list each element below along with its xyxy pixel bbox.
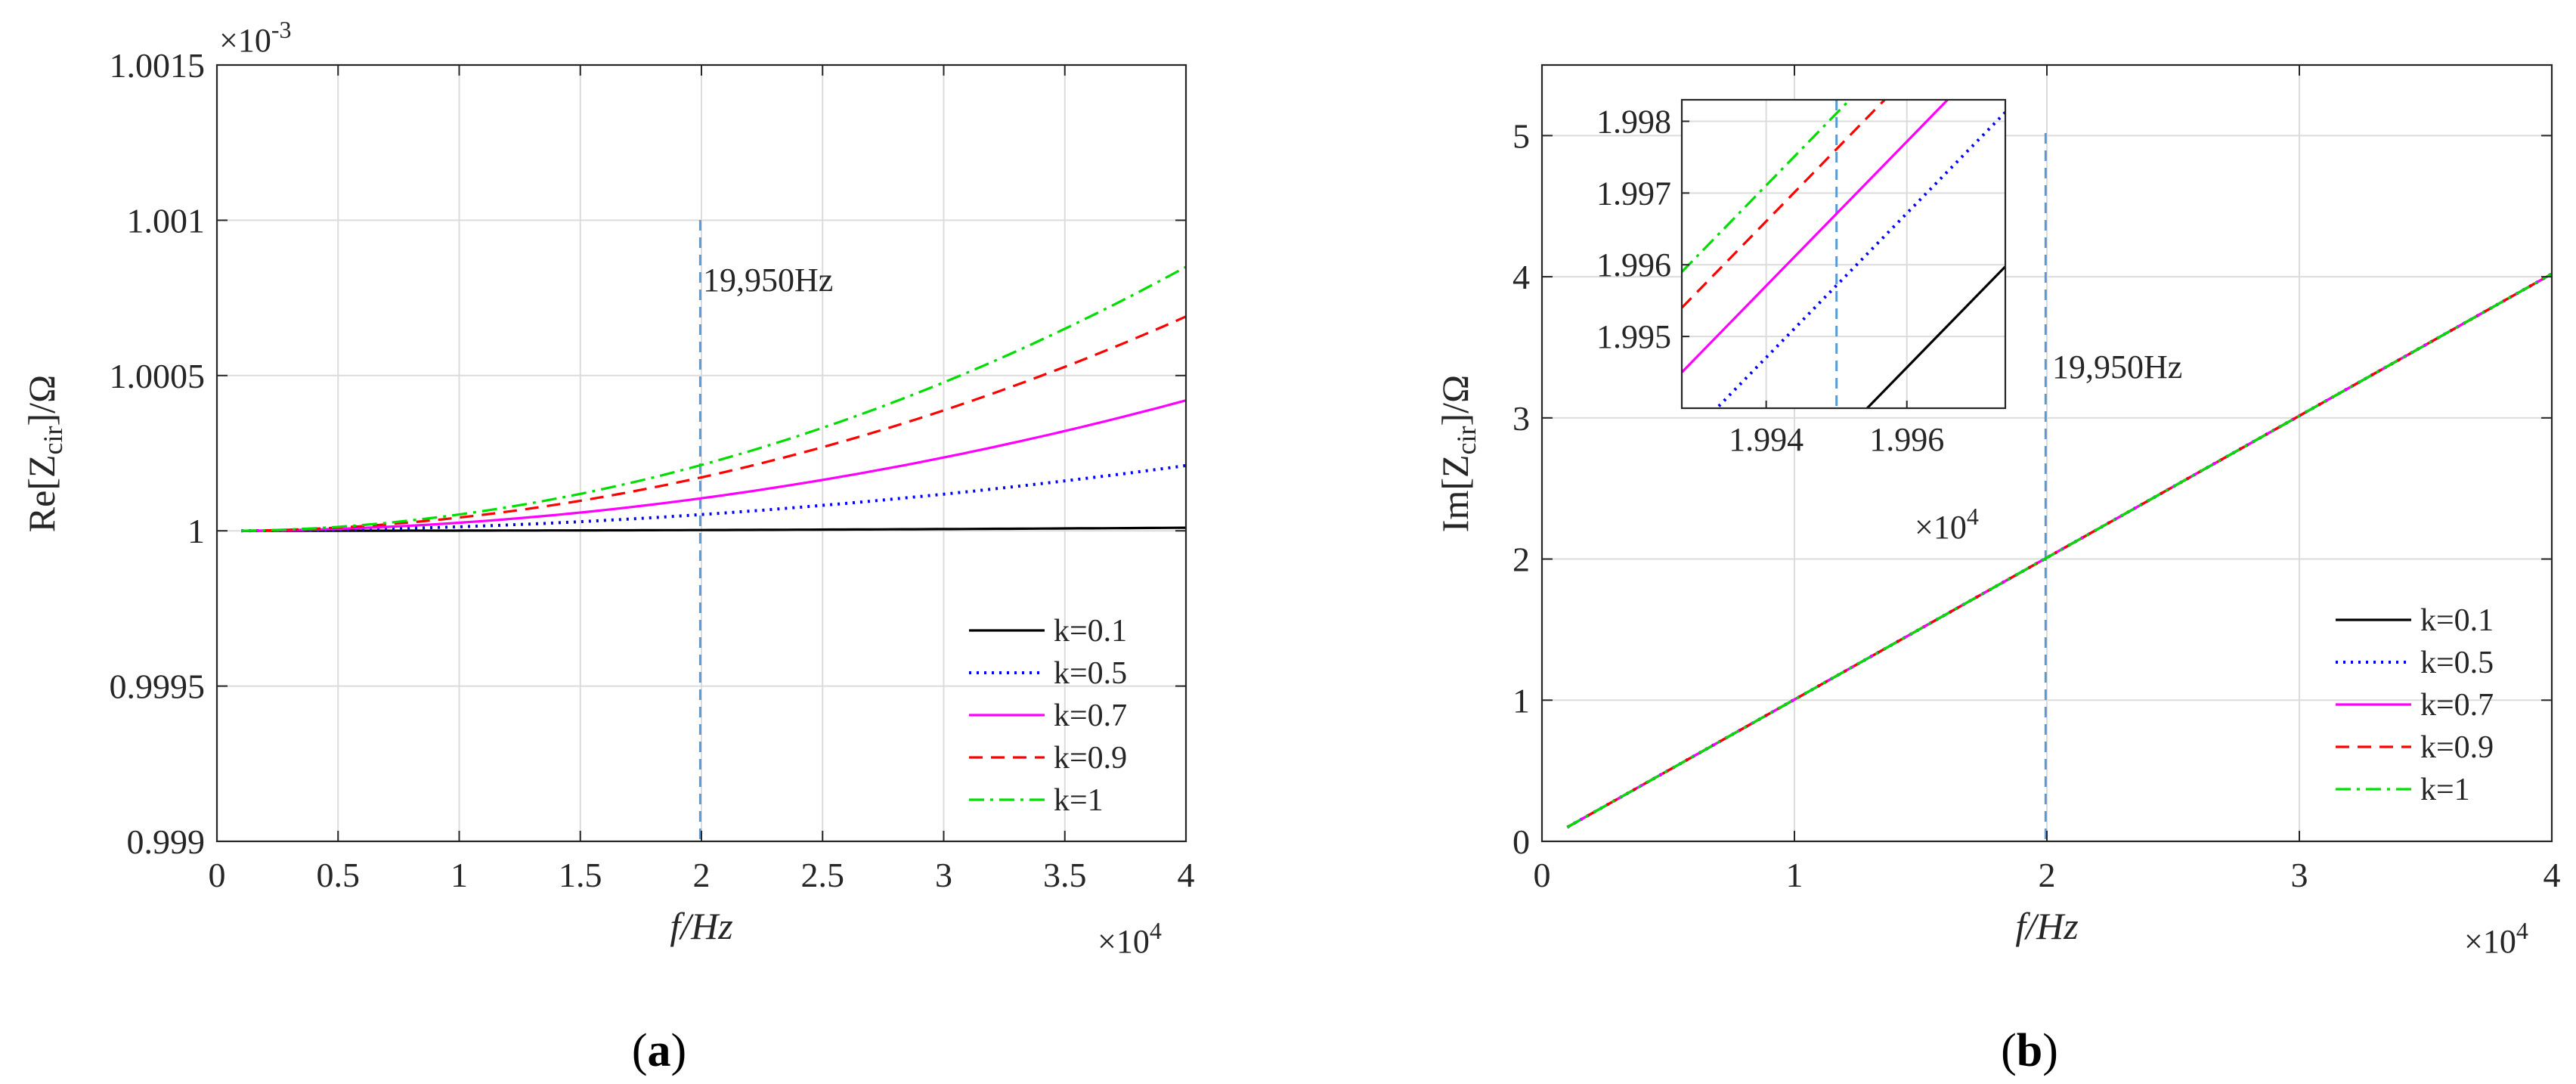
b-ytick-label: 2	[1512, 540, 1530, 579]
b-ytick-label: 3	[1512, 399, 1530, 438]
b-xtick-label: 2	[2039, 856, 2056, 894]
a-series-line	[241, 399, 1187, 532]
panel-b-ticks: 0 1 2 3 4 0 1 2 3 4 5	[1512, 65, 2561, 894]
b-inset-series-line	[1714, 111, 2005, 408]
b-inset-frame	[1680, 98, 2007, 410]
panel-a-x-multiplier: ×104	[1098, 917, 1162, 960]
b-legend-label: k=0.7	[2420, 688, 2494, 723]
panel-a-ylabel: Re[Zcir]/Ω	[20, 375, 68, 532]
a-xtick-label: 0	[209, 856, 226, 894]
b-inset-ytick-label: 1.995	[1596, 318, 1671, 355]
panel-b: 0 1 2 3 4 0 1 2 3 4 5 19,950Hz ×104 f/Hz Im[Zcir]/…	[1434, 63, 2561, 1076]
panel-a-y-multiplier: ×10-3	[219, 16, 291, 59]
b-inset-xtick-label: 1.996	[1869, 421, 1944, 458]
a-xtick-label: 2	[693, 856, 711, 894]
panel-b-x-multiplier: ×104	[2464, 917, 2528, 960]
panel-b-xlabel: f/Hz	[2015, 905, 2078, 947]
a-ytick-label: 1	[187, 512, 205, 550]
panel-a-label: (a)	[632, 1025, 686, 1076]
a-ytick-label: 1.0015	[110, 46, 206, 85]
b-inset-ytick-label: 1.998	[1596, 103, 1671, 140]
a-series-line	[241, 315, 1187, 532]
a-series-line	[241, 526, 1187, 532]
a-xtick-label: 2.5	[801, 856, 845, 894]
panel-a-vline-label: 19,950Hz	[703, 262, 833, 299]
a-series-line	[241, 265, 1187, 532]
b-inset-series	[1682, 100, 2005, 408]
a-legend-label: k=0.7	[1054, 698, 1127, 733]
a-ytick-label: 0.999	[127, 822, 206, 861]
b-legend-label: k=0.5	[2420, 646, 2494, 680]
b-inset-x-multiplier: ×104	[1915, 503, 1979, 546]
b-inset-series-line	[1682, 100, 1887, 309]
a-xtick-label: 3	[935, 856, 952, 894]
a-xtick-label: 0.5	[317, 856, 361, 894]
b-xtick-label: 0	[1534, 856, 1551, 894]
b-inset-series-line	[1682, 100, 1949, 373]
b-inset-ytick-label: 1.997	[1596, 175, 1671, 212]
panel-a-legend: k=0.1 k=0.5 k=0.7 k=0.9 k=1	[969, 614, 1127, 818]
b-series-line	[1566, 272, 2553, 828]
panel-a-ticks: 0 0.5 1 1.5 2 2.5 3 3.5 4 0.999 0.9995 1 1.0005 1.001…	[110, 46, 1195, 894]
b-ytick-label: 4	[1512, 258, 1530, 296]
b-inset-series-line	[1865, 265, 2005, 408]
a-xtick-label: 4	[1178, 856, 1195, 894]
b-legend-label: k=0.9	[2420, 730, 2494, 765]
b-ytick-label: 5	[1512, 116, 1530, 155]
a-legend-label: k=0.1	[1054, 614, 1127, 649]
b-inset-bg	[1682, 100, 2005, 408]
b-xtick-label: 4	[2543, 856, 2561, 894]
b-legend-label: k=1	[2420, 773, 2470, 807]
a-ytick-label: 0.9995	[110, 667, 206, 706]
a-xtick-label: 3.5	[1043, 856, 1087, 894]
panel-b-vline-label: 19,950Hz	[2052, 348, 2182, 386]
b-inset-ytick-label: 1.996	[1596, 246, 1671, 283]
a-xtick-label: 1.5	[559, 856, 602, 894]
panel-b-inset: 1.994 1.996 1.995 1.996 1.997 1.998 ×104	[1596, 98, 2007, 546]
panel-b-ylabel: Im[Zcir]/Ω	[1434, 375, 1482, 532]
a-legend-label: k=0.9	[1054, 741, 1127, 776]
b-xtick-label: 3	[2291, 856, 2308, 894]
b-ytick-label: 0	[1512, 822, 1530, 861]
panel-a-series	[241, 265, 1187, 533]
panel-b-series	[1566, 272, 2553, 829]
panel-b-label: (b)	[2001, 1025, 2058, 1076]
a-ytick-label: 1.0005	[110, 357, 206, 395]
a-xtick-label: 1	[450, 856, 468, 894]
a-ytick-label: 1.001	[127, 201, 206, 240]
panel-a-xlabel: f/Hz	[670, 905, 732, 947]
b-ytick-label: 1	[1512, 681, 1530, 720]
panel-b-legend: k=0.1 k=0.5 k=0.7 k=0.9 k=1	[2336, 603, 2494, 807]
panel-a: 0 0.5 1 1.5 2 2.5 3 3.5 4 0.999 0.9995 1 1.0005 1.001…	[20, 16, 1195, 1076]
b-inset-xtick-label: 1.994	[1729, 421, 1804, 458]
a-legend-label: k=1	[1054, 783, 1104, 818]
b-xtick-label: 1	[1786, 856, 1804, 894]
b-legend-label: k=0.1	[2420, 603, 2494, 638]
a-legend-label: k=0.5	[1054, 656, 1127, 691]
